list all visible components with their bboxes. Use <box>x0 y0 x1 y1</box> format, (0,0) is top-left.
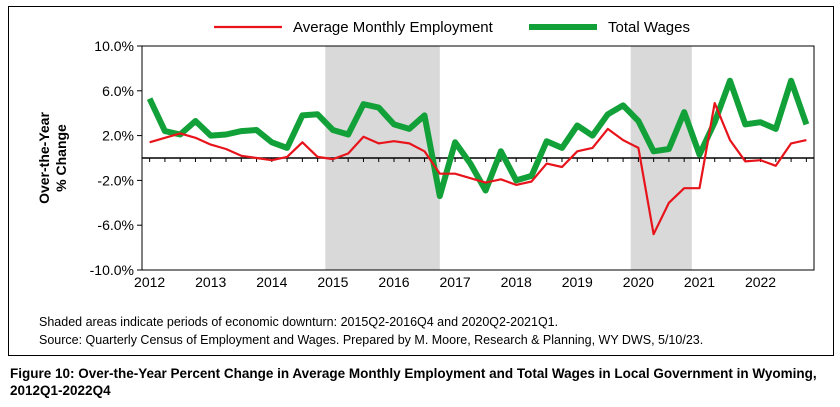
y-tick-label: -10.0% <box>90 262 134 278</box>
axes: 10.0% 6.0% 2.0% -2.0% -6.0% -10.0%2012 2013 201… <box>36 38 815 290</box>
x-tick-label: 2014 <box>256 274 287 290</box>
x-tick-label: 2017 <box>440 274 471 290</box>
source-note: Source: Quarterly Census of Employment a… <box>39 333 704 347</box>
series-lines <box>146 77 810 236</box>
x-tick-label: 2020 <box>623 274 654 290</box>
x-tick-label: 2013 <box>195 274 226 290</box>
y-tick-label: 10.0% <box>94 38 134 54</box>
legend-employment-label: Average Monthly Employment <box>293 19 494 36</box>
x-tick-label: 2016 <box>378 274 409 290</box>
x-tick-label: 2012 <box>134 274 165 290</box>
x-tick-label: 2018 <box>501 274 532 290</box>
series-total-wages-line <box>146 77 810 200</box>
y-tick-label: 6.0% <box>102 83 134 99</box>
y-axis-label: Over-the-Year% Change <box>36 112 69 204</box>
x-tick-label: 2015 <box>317 274 348 290</box>
shading-note: Shaded areas indicate periods of economi… <box>39 315 559 329</box>
figure-caption: Figure 10: Over-the-Year Percent Change … <box>10 366 817 398</box>
x-tick-label: 2021 <box>684 274 715 290</box>
series-employment-line <box>149 101 807 236</box>
legend: Average Monthly Employment Total Wages <box>214 19 690 36</box>
figure-frame: 10.0% 6.0% 2.0% -2.0% -6.0% -10.0% 2012 2013 201… <box>8 6 834 356</box>
legend-total-wages-label: Total Wages <box>608 19 690 36</box>
x-tick-label: 2022 <box>745 274 776 290</box>
y-tick-label: 2.0% <box>102 128 134 144</box>
y-tick-label: -2.0% <box>97 172 134 188</box>
line-chart: 10.0% 6.0% 2.0% -2.0% -6.0% -10.0%2012 2013 201… <box>36 19 815 290</box>
x-tick-label: 2019 <box>562 274 593 290</box>
y-tick-label: -6.0% <box>97 217 134 233</box>
